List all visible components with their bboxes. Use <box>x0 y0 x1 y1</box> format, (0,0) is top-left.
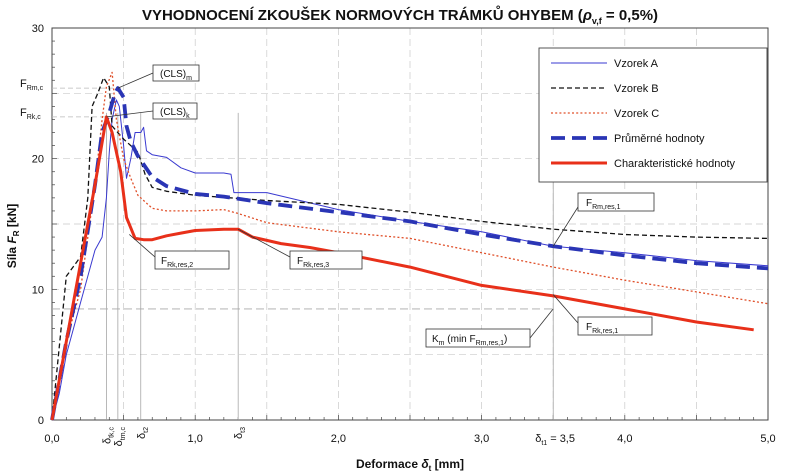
annotations: (CLS)m (CLS)k FRk,res,2 FRk,res,3 FRm,res,1 F… <box>106 64 655 348</box>
legend-label: Vzorek B <box>614 83 659 95</box>
annotation-box <box>577 192 655 212</box>
y-tick-label: 30 <box>32 23 44 35</box>
named-y-level: FRm,c <box>20 78 44 92</box>
chart-title: VYHODNOCENÍ ZKOUŠEK NORMOVÝCH TRÁMKŮ OHY… <box>142 5 658 26</box>
legend-box <box>538 47 768 183</box>
named-x-tick: δt3 <box>233 427 247 439</box>
y-axis-label: Síla FR [kN] <box>5 204 21 268</box>
series-line <box>50 115 754 421</box>
annotation-leader <box>552 294 579 324</box>
legend-label: Charakteristické hodnoty <box>614 158 736 170</box>
annotation-box <box>425 328 531 348</box>
x-tick-label: 2,0 <box>331 433 346 445</box>
tick-labels: 0,0 1,0 2,0 3,0 4,0 5,0 0 10 20 30 <box>32 23 776 445</box>
y-tick-label: 20 <box>32 154 44 166</box>
y-tick-label: 10 <box>32 284 44 296</box>
annotation-leader <box>117 72 154 89</box>
annotation-label: Km (min FRm,res,1) <box>432 334 507 347</box>
x-axis-label: Deformace δt [mm] <box>356 457 464 473</box>
legend-label: Průměrné hodnoty <box>614 133 705 145</box>
legend-label: Vzorek A <box>614 58 659 70</box>
annotation-label: FRk,res,2 <box>161 256 193 269</box>
annotation-leader <box>237 228 291 258</box>
x-tick-label: 0,0 <box>44 433 59 445</box>
y-tick-label: 0 <box>38 415 44 427</box>
annotation-label: (CLS)k <box>160 107 190 120</box>
named-x-tick: δtm,c <box>113 427 127 447</box>
named-x-tick: δtk,c <box>101 427 115 445</box>
x-tick-label: 5,0 <box>760 433 775 445</box>
legend: Vzorek A Vzorek B Vzorek C Průměrné hodnoty… <box>538 47 768 183</box>
annotation-leader <box>129 234 156 258</box>
series-group <box>50 71 769 421</box>
annotation-box <box>152 102 198 120</box>
named-x-tick: δt2 <box>136 427 150 439</box>
annotation-box <box>577 316 653 336</box>
guide-lines <box>52 87 554 420</box>
series-line <box>51 77 769 421</box>
annotation-label: (CLS)m <box>160 69 192 82</box>
annotation-label: FRk,res,3 <box>297 256 329 269</box>
legend-label: Vzorek C <box>614 108 659 120</box>
series-line <box>51 71 769 421</box>
named-x-tick: δt1 = 3,5 <box>535 433 575 447</box>
annotation-label: FRm,res,1 <box>586 198 621 211</box>
x-tick-label: 3,0 <box>474 433 489 445</box>
named-y-level: FRk,c <box>20 107 41 121</box>
annotation-leader <box>552 206 579 247</box>
annotation-box <box>289 250 363 270</box>
x-tick-label: 4,0 <box>617 433 632 445</box>
annotation-leader <box>106 110 154 118</box>
annotation-leader <box>529 308 554 339</box>
x-tick-label: 1,0 <box>188 433 203 445</box>
annotation-box <box>154 250 230 270</box>
annotation-label: FRk,res,1 <box>586 322 618 335</box>
annotation-box <box>152 64 200 82</box>
